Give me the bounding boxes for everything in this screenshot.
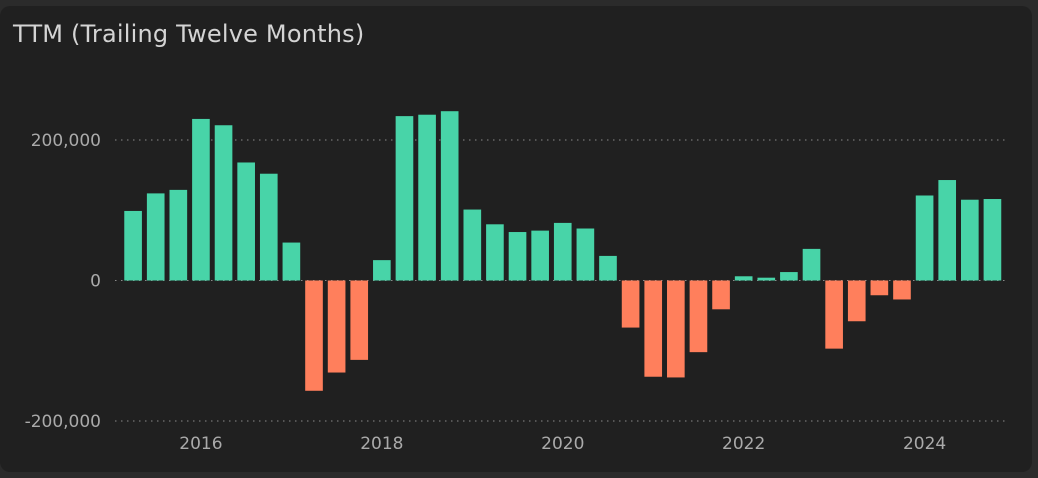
bar-4[interactable]: [214, 125, 233, 281]
bar-13[interactable]: [418, 114, 436, 281]
x-tick-label-3: 2022: [722, 434, 765, 454]
bar-34[interactable]: [893, 280, 911, 300]
y-tick-label-2: 200,000: [31, 131, 101, 151]
x-tick-label-0: 2016: [179, 434, 222, 454]
bar-3[interactable]: [192, 118, 210, 281]
bar-15[interactable]: [463, 209, 482, 281]
bar-11[interactable]: [373, 260, 391, 281]
bars: [124, 111, 1002, 391]
bar-35[interactable]: [915, 195, 934, 281]
bar-17[interactable]: [508, 232, 527, 281]
bar-27[interactable]: [734, 276, 753, 281]
bar-20[interactable]: [576, 228, 595, 281]
bar-14[interactable]: [440, 111, 459, 281]
bar-24[interactable]: [667, 280, 685, 378]
bar-1[interactable]: [146, 193, 165, 281]
x-tick-label-1: 2018: [360, 434, 403, 454]
bar-26[interactable]: [712, 280, 730, 310]
x-tick-label-4: 2024: [903, 434, 946, 454]
chart-title: TTM (Trailing Twelve Months): [13, 20, 365, 48]
bar-6[interactable]: [259, 173, 278, 281]
bar-32[interactable]: [847, 280, 866, 322]
bar-21[interactable]: [599, 255, 617, 281]
bar-16[interactable]: [486, 224, 504, 281]
bar-37[interactable]: [961, 199, 979, 281]
bar-19[interactable]: [553, 222, 572, 281]
bar-18[interactable]: [531, 230, 549, 281]
bar-36[interactable]: [938, 180, 957, 281]
bar-23[interactable]: [644, 280, 663, 377]
bar-30[interactable]: [802, 248, 821, 281]
bar-28[interactable]: [757, 277, 776, 281]
bar-25[interactable]: [689, 280, 708, 353]
bar-8[interactable]: [305, 280, 323, 391]
y-axis-tick-labels: -200,000 0 200,000: [25, 131, 101, 432]
y-tick-label-0: -200,000: [25, 412, 101, 432]
y-tick-label-1: 0: [90, 272, 101, 292]
bar-33[interactable]: [870, 280, 889, 296]
bar-31[interactable]: [825, 280, 843, 349]
bar-0[interactable]: [124, 210, 142, 281]
bar-38[interactable]: [983, 199, 1002, 281]
x-tick-label-2: 2020: [541, 434, 584, 454]
bar-12[interactable]: [395, 116, 414, 281]
bar-7[interactable]: [282, 242, 301, 281]
bar-2[interactable]: [169, 189, 188, 281]
x-axis-tick-labels: 2016 2018 2020 2022 2024: [179, 434, 946, 454]
bar-5[interactable]: [237, 162, 255, 281]
bar-29[interactable]: [780, 272, 798, 281]
bar-22[interactable]: [621, 280, 640, 328]
bar-10[interactable]: [350, 280, 369, 360]
bar-9[interactable]: [327, 280, 346, 373]
